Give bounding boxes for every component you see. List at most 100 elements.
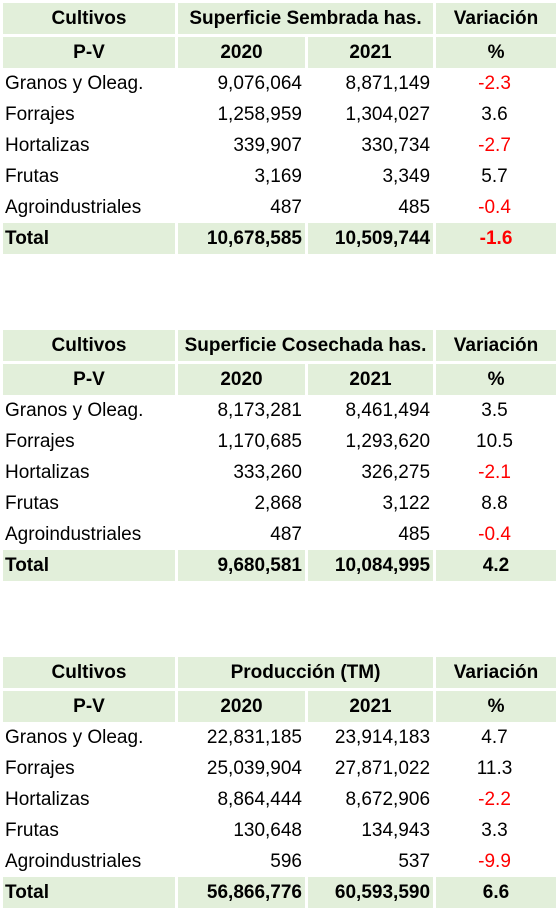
row-value-2020: 8,864,444	[217, 789, 302, 810]
row-value-2020: 1,170,685	[217, 431, 302, 452]
row-variation: 11.3	[476, 758, 513, 779]
row-crop-name: Agroindustriales	[5, 851, 142, 872]
row-variation: -2.2	[478, 789, 511, 810]
row-value-2020: 333,260	[233, 462, 302, 483]
table-row: Agroindustriales 487 485 -0.4	[3, 519, 556, 550]
subheader-unit: %	[433, 364, 557, 395]
row-value-2021: 8,871,149	[345, 73, 431, 94]
table-row: Agroindustriales 596 537 -9.9	[3, 846, 556, 877]
header-metric: Producción (TM)	[175, 657, 434, 691]
header-variation: Variación	[433, 3, 557, 37]
subheader-year-2020: 2020	[175, 364, 305, 395]
subheader-pv: P-V	[3, 37, 175, 68]
subheader-year-2021: 2021	[305, 691, 434, 722]
row-crop-name: Frutas	[5, 493, 59, 514]
row-value-2020: 487	[270, 524, 302, 545]
row-value-2021: 134,943	[361, 820, 431, 841]
total-variation: 6.6	[433, 877, 557, 908]
row-value-2021: 326,275	[361, 462, 431, 483]
header-metric: Superficie Cosechada has.	[175, 330, 434, 364]
subheader-unit: %	[433, 691, 557, 722]
row-value-2021: 8,461,494	[345, 400, 431, 421]
total-value-2021: 10,084,995	[305, 550, 434, 581]
row-variation: -9.9	[478, 851, 511, 872]
row-variation: -0.4	[478, 524, 511, 545]
row-crop-name: Frutas	[5, 820, 59, 841]
table-header-row: Cultivos Superficie Sembrada has. Variac…	[3, 3, 557, 37]
row-crop-name: Granos y Oleag.	[5, 727, 144, 748]
subheader-year-2020: 2020	[175, 37, 305, 68]
subheader-year-2021: 2021	[305, 364, 434, 395]
table-row: Granos y Oleag. 9,076,064 8,871,149 -2.3	[3, 68, 556, 99]
table-header-row: Cultivos Superficie Cosechada has. Varia…	[3, 330, 557, 364]
table-header-row: Cultivos Producción (TM) Variación	[3, 657, 557, 691]
row-value-2020: 9,076,064	[217, 73, 302, 94]
header-metric: Superficie Sembrada has.	[175, 3, 434, 37]
row-variation: 4.7	[481, 727, 508, 748]
table-total-row: Total 10,678,585 10,509,744 -1.6	[3, 223, 557, 254]
subheader-pv: P-V	[3, 691, 175, 722]
total-value-2020: 10,678,585	[175, 223, 305, 254]
header-cultivos: Cultivos	[3, 3, 175, 37]
table-row: Agroindustriales 487 485 -0.4	[3, 192, 556, 223]
row-value-2021: 8,672,906	[345, 789, 431, 810]
row-crop-name: Agroindustriales	[5, 524, 142, 545]
row-value-2021: 23,914,183	[334, 727, 431, 748]
table-row: Frutas 2,868 3,122 8.8	[3, 488, 556, 519]
row-crop-name: Frutas	[5, 166, 59, 187]
row-value-2021: 27,871,022	[334, 758, 431, 779]
row-value-2021: 3,122	[382, 493, 431, 514]
table-total-row: Total 9,680,581 10,084,995 4.2	[3, 550, 557, 581]
table-row: Granos y Oleag. 8,173,281 8,461,494 3.5	[3, 395, 556, 426]
row-crop-name: Hortalizas	[5, 135, 90, 156]
row-variation: 10.5	[476, 431, 513, 452]
subheader-year-2020: 2020	[175, 691, 305, 722]
header-variation: Variación	[433, 657, 557, 691]
table-row: Frutas 130,648 134,943 3.3	[3, 815, 556, 846]
total-value-2021: 60,593,590	[305, 877, 434, 908]
row-variation: -0.4	[478, 197, 511, 218]
row-value-2021: 1,304,027	[345, 104, 431, 125]
row-variation: 3.3	[481, 820, 508, 841]
table-row: Forrajes 1,170,685 1,293,620 10.5	[3, 426, 556, 457]
row-variation: -2.7	[478, 135, 511, 156]
table-row: Forrajes 25,039,904 27,871,022 11.3	[3, 753, 556, 784]
table-row: Hortalizas 333,260 326,275 -2.1	[3, 457, 556, 488]
subheader-year-2021: 2021	[305, 37, 434, 68]
table-subheader-row: P-V 2020 2021 %	[3, 37, 557, 68]
row-value-2021: 485	[398, 524, 431, 545]
table-row: Hortalizas 8,864,444 8,672,906 -2.2	[3, 784, 556, 815]
row-value-2020: 596	[270, 851, 302, 872]
row-value-2020: 487	[270, 197, 302, 218]
table-subheader-row: P-V 2020 2021 %	[3, 691, 557, 722]
header-cultivos: Cultivos	[3, 657, 175, 691]
table-row: Frutas 3,169 3,349 5.7	[3, 161, 556, 192]
row-value-2021: 3,349	[382, 166, 431, 187]
row-value-2021: 537	[398, 851, 431, 872]
row-value-2020: 2,868	[254, 493, 302, 514]
row-crop-name: Forrajes	[5, 758, 75, 779]
table-row: Forrajes 1,258,959 1,304,027 3.6	[3, 99, 556, 130]
total-value-2021: 10,509,744	[305, 223, 434, 254]
header-cultivos: Cultivos	[3, 330, 175, 364]
header-variation: Variación	[433, 330, 557, 364]
table-superficie-sembrada: Cultivos Superficie Sembrada has. Variac…	[3, 3, 557, 254]
row-variation: 5.7	[481, 166, 508, 187]
table-subheader-row: P-V 2020 2021 %	[3, 364, 557, 395]
row-crop-name: Hortalizas	[5, 789, 90, 810]
row-value-2020: 8,173,281	[217, 400, 302, 421]
row-value-2021: 485	[398, 197, 431, 218]
row-crop-name: Agroindustriales	[5, 197, 142, 218]
row-value-2021: 1,293,620	[345, 431, 431, 452]
row-value-2020: 1,258,959	[217, 104, 302, 125]
row-value-2020: 22,831,185	[206, 727, 302, 748]
row-crop-name: Granos y Oleag.	[5, 73, 144, 94]
table-produccion: Cultivos Producción (TM) Variación P-V 2…	[3, 657, 557, 908]
table-row: Hortalizas 339,907 330,734 -2.7	[3, 130, 556, 161]
row-crop-name: Hortalizas	[5, 462, 90, 483]
total-value-2020: 56,866,776	[175, 877, 305, 908]
row-variation: 3.6	[481, 104, 508, 125]
row-variation: 8.8	[481, 493, 508, 514]
table-row: Granos y Oleag. 22,831,185 23,914,183 4.…	[3, 722, 556, 753]
row-crop-name: Granos y Oleag.	[5, 400, 144, 421]
